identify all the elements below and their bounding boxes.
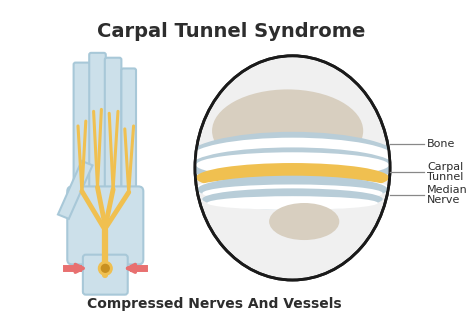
Ellipse shape [198,178,388,195]
Ellipse shape [207,196,378,210]
FancyBboxPatch shape [105,58,121,196]
Polygon shape [58,161,92,219]
Ellipse shape [190,147,395,184]
FancyBboxPatch shape [67,186,143,264]
Ellipse shape [195,56,390,280]
Circle shape [99,261,112,275]
Text: Tunnel: Tunnel [427,172,464,182]
Circle shape [101,264,109,272]
Ellipse shape [198,176,388,203]
Text: Nerve: Nerve [427,195,460,205]
Ellipse shape [196,152,389,178]
Text: Carpal Tunnel Syndrome: Carpal Tunnel Syndrome [97,22,365,41]
Ellipse shape [202,184,383,202]
Ellipse shape [189,138,396,179]
Text: Compressed Nerves And Vessels: Compressed Nerves And Vessels [87,297,342,311]
Text: Carpal: Carpal [427,162,463,172]
Text: Bone: Bone [427,138,456,149]
Text: Median: Median [427,185,468,195]
FancyBboxPatch shape [73,63,90,196]
FancyBboxPatch shape [89,53,106,196]
FancyBboxPatch shape [83,255,128,295]
Ellipse shape [196,163,389,192]
Ellipse shape [183,132,402,188]
Ellipse shape [202,188,383,210]
Ellipse shape [269,203,339,240]
FancyBboxPatch shape [121,69,136,196]
Ellipse shape [212,90,363,172]
